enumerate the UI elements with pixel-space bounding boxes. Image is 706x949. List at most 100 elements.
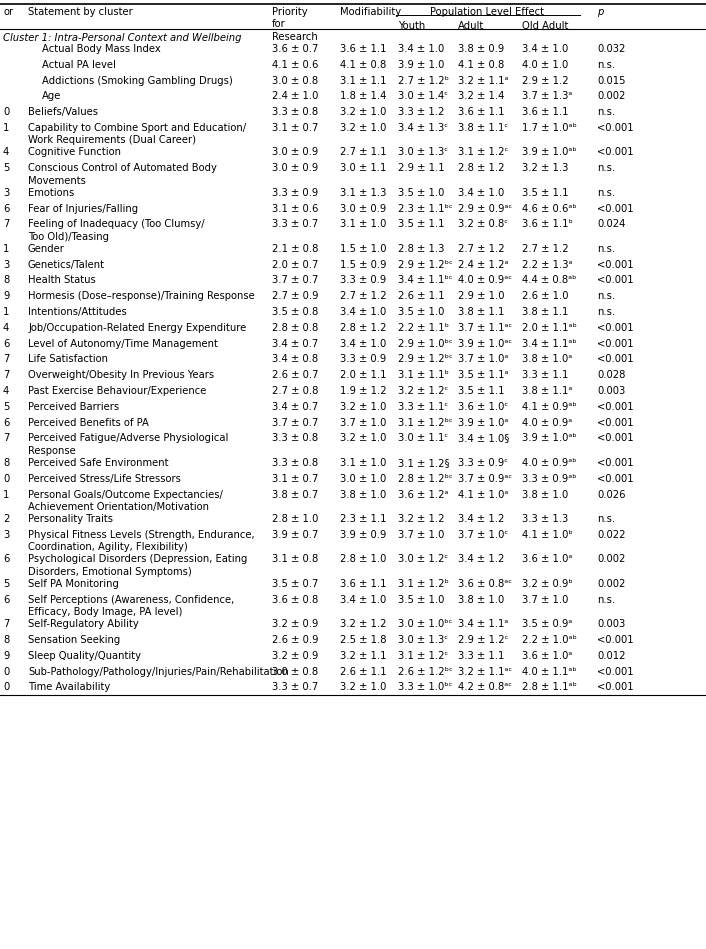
- Text: 3.6 ± 0.8ᵃᶜ: 3.6 ± 0.8ᵃᶜ: [458, 579, 512, 589]
- Text: Self Perceptions (Awareness, Confidence,
Efficacy, Body Image, PA level): Self Perceptions (Awareness, Confidence,…: [28, 595, 234, 617]
- Text: Time Availability: Time Availability: [28, 682, 110, 693]
- Text: Perceived Safe Environment: Perceived Safe Environment: [28, 458, 169, 468]
- Text: 3.0 ± 0.8: 3.0 ± 0.8: [272, 76, 318, 85]
- Text: 2.8 ± 1.3: 2.8 ± 1.3: [398, 244, 444, 254]
- Text: 3.3 ± 0.9: 3.3 ± 0.9: [340, 275, 386, 286]
- Text: 3.6 ± 1.0ᶜ: 3.6 ± 1.0ᶜ: [458, 401, 508, 412]
- Text: 2.8 ± 1.1ᵃᵇ: 2.8 ± 1.1ᵃᵇ: [522, 682, 577, 693]
- Text: 3.1 ± 1.2ᵇᶜ: 3.1 ± 1.2ᵇᶜ: [398, 418, 453, 428]
- Text: 3.1 ± 1.1: 3.1 ± 1.1: [340, 76, 386, 85]
- Text: 3.0 ± 1.0: 3.0 ± 1.0: [340, 474, 386, 484]
- Text: 3.3 ± 0.9: 3.3 ± 0.9: [272, 188, 318, 197]
- Text: 3.1 ± 1.0: 3.1 ± 1.0: [340, 458, 386, 468]
- Text: 3.0 ± 0.9: 3.0 ± 0.9: [272, 163, 318, 174]
- Text: 1.5 ± 1.0: 1.5 ± 1.0: [340, 244, 386, 254]
- Text: 3.4 ± 1.0: 3.4 ± 1.0: [340, 595, 386, 605]
- Text: 0.002: 0.002: [597, 554, 626, 565]
- Text: p: p: [597, 7, 604, 17]
- Text: 6: 6: [3, 595, 9, 605]
- Text: 8: 8: [3, 275, 9, 286]
- Text: Feeling of Inadequacy (Too Clumsy/
Too Old)/Teasing: Feeling of Inadequacy (Too Clumsy/ Too O…: [28, 219, 205, 242]
- Text: Youth: Youth: [398, 21, 425, 31]
- Text: 3.2 ± 1.2: 3.2 ± 1.2: [398, 514, 445, 524]
- Text: <0.001: <0.001: [597, 260, 633, 270]
- Text: 8: 8: [3, 635, 9, 645]
- Text: Physical Fitness Levels (Strength, Endurance,
Coordination, Agility, Flexibility: Physical Fitness Levels (Strength, Endur…: [28, 530, 255, 552]
- Text: 3.1 ± 1.2ᶜ: 3.1 ± 1.2ᶜ: [398, 651, 448, 661]
- Text: 3.4 ± 1.0: 3.4 ± 1.0: [340, 339, 386, 348]
- Text: 0: 0: [3, 474, 9, 484]
- Text: 5: 5: [3, 579, 9, 589]
- Text: 3.5 ± 1.1: 3.5 ± 1.1: [458, 386, 505, 396]
- Text: 1: 1: [3, 490, 9, 499]
- Text: Adult: Adult: [458, 21, 484, 31]
- Text: 3.3 ± 0.9ᶜ: 3.3 ± 0.9ᶜ: [458, 458, 508, 468]
- Text: 1.5 ± 0.9: 1.5 ± 0.9: [340, 260, 386, 270]
- Text: 2.6 ± 1.0: 2.6 ± 1.0: [522, 291, 568, 301]
- Text: Genetics/Talent: Genetics/Talent: [28, 260, 105, 270]
- Text: 3.2 ± 1.0: 3.2 ± 1.0: [340, 434, 386, 443]
- Text: 3.1 ± 1.2ᵇ: 3.1 ± 1.2ᵇ: [398, 579, 449, 589]
- Text: 3.3 ± 1.1: 3.3 ± 1.1: [458, 651, 504, 661]
- Text: n.s.: n.s.: [597, 163, 615, 174]
- Text: Sensation Seeking: Sensation Seeking: [28, 635, 120, 645]
- Text: 3.2 ± 1.0: 3.2 ± 1.0: [340, 123, 386, 133]
- Text: 3.6 ± 1.0ᵃ: 3.6 ± 1.0ᵃ: [522, 651, 573, 661]
- Text: Addictions (Smoking Gambling Drugs): Addictions (Smoking Gambling Drugs): [42, 76, 233, 85]
- Text: Actual PA level: Actual PA level: [42, 60, 116, 70]
- Text: 2.6 ± 1.1: 2.6 ± 1.1: [398, 291, 445, 301]
- Text: 2.2 ± 1.3ᵃ: 2.2 ± 1.3ᵃ: [522, 260, 573, 270]
- Text: 3.2 ± 1.0: 3.2 ± 1.0: [340, 107, 386, 117]
- Text: 3.4 ± 1.0§: 3.4 ± 1.0§: [458, 434, 509, 443]
- Text: 4.1 ± 0.6: 4.1 ± 0.6: [272, 60, 318, 70]
- Text: 2.8 ± 0.8: 2.8 ± 0.8: [272, 323, 318, 333]
- Text: 3.4 ± 1.0: 3.4 ± 1.0: [522, 44, 568, 54]
- Text: Personal Goals/Outcome Expectancies/
Achievement Orientation/Motivation: Personal Goals/Outcome Expectancies/ Ach…: [28, 490, 223, 512]
- Text: 3.3 ± 0.8: 3.3 ± 0.8: [272, 107, 318, 117]
- Text: 4.0 ± 0.9ᵃ: 4.0 ± 0.9ᵃ: [522, 418, 573, 428]
- Text: 8: 8: [3, 458, 9, 468]
- Text: 4: 4: [3, 386, 9, 396]
- Text: 5: 5: [3, 401, 9, 412]
- Text: 3.7 ± 1.0ᶜ: 3.7 ± 1.0ᶜ: [458, 530, 508, 540]
- Text: <0.001: <0.001: [597, 275, 633, 286]
- Text: 3.2 ± 1.1ᵃᶜ: 3.2 ± 1.1ᵃᶜ: [458, 666, 513, 677]
- Text: 2.0 ± 1.1: 2.0 ± 1.1: [340, 370, 386, 381]
- Text: 0.002: 0.002: [597, 579, 626, 589]
- Text: 3.0 ± 1.3ᶜ: 3.0 ± 1.3ᶜ: [398, 147, 448, 158]
- Text: 3.4 ± 1.0: 3.4 ± 1.0: [398, 44, 444, 54]
- Text: Overweight/Obesity In Previous Years: Overweight/Obesity In Previous Years: [28, 370, 214, 381]
- Text: 3.4 ± 1.2: 3.4 ± 1.2: [458, 554, 504, 565]
- Text: 3.7 ± 0.7: 3.7 ± 0.7: [272, 275, 318, 286]
- Text: 2.7 ± 1.2: 2.7 ± 1.2: [458, 244, 505, 254]
- Text: 3.0 ± 1.1: 3.0 ± 1.1: [340, 163, 386, 174]
- Text: n.s.: n.s.: [597, 514, 615, 524]
- Text: Perceived Stress/Life Stressors: Perceived Stress/Life Stressors: [28, 474, 181, 484]
- Text: 6: 6: [3, 418, 9, 428]
- Text: 2.3 ± 1.1ᵇᶜ: 2.3 ± 1.1ᵇᶜ: [398, 204, 453, 214]
- Text: 3.4 ± 1.1ᵃᵇ: 3.4 ± 1.1ᵃᵇ: [522, 339, 577, 348]
- Text: 4: 4: [3, 147, 9, 158]
- Text: 3.7 ± 1.0ᵃ: 3.7 ± 1.0ᵃ: [458, 355, 508, 364]
- Text: 2.9 ± 1.0: 2.9 ± 1.0: [458, 291, 505, 301]
- Text: 3.4 ± 1.1ᵇᶜ: 3.4 ± 1.1ᵇᶜ: [398, 275, 453, 286]
- Text: 3.4 ± 1.2: 3.4 ± 1.2: [458, 514, 504, 524]
- Text: 3.2 ± 0.8ᶜ: 3.2 ± 0.8ᶜ: [458, 219, 508, 230]
- Text: Age: Age: [42, 91, 61, 102]
- Text: n.s.: n.s.: [597, 244, 615, 254]
- Text: 0.012: 0.012: [597, 651, 626, 661]
- Text: <0.001: <0.001: [597, 339, 633, 348]
- Text: 0: 0: [3, 666, 9, 677]
- Text: 0: 0: [3, 107, 9, 117]
- Text: 3.8 ± 1.1ᵃ: 3.8 ± 1.1ᵃ: [522, 386, 573, 396]
- Text: Population Level Effect: Population Level Effect: [431, 7, 544, 17]
- Text: 3.8 ± 1.1: 3.8 ± 1.1: [458, 307, 504, 317]
- Text: Beliefs/Values: Beliefs/Values: [28, 107, 98, 117]
- Text: 3: 3: [3, 188, 9, 197]
- Text: Self-Regulatory Ability: Self-Regulatory Ability: [28, 619, 139, 629]
- Text: Past Exercise Behaviour/Experience: Past Exercise Behaviour/Experience: [28, 386, 206, 396]
- Text: 4.1 ± 0.9ᵃᵇ: 4.1 ± 0.9ᵃᵇ: [522, 401, 577, 412]
- Text: 3.6 ± 1.1ᵇ: 3.6 ± 1.1ᵇ: [522, 219, 573, 230]
- Text: 3.2 ± 1.3: 3.2 ± 1.3: [522, 163, 568, 174]
- Text: 3.2 ± 1.4: 3.2 ± 1.4: [458, 91, 504, 102]
